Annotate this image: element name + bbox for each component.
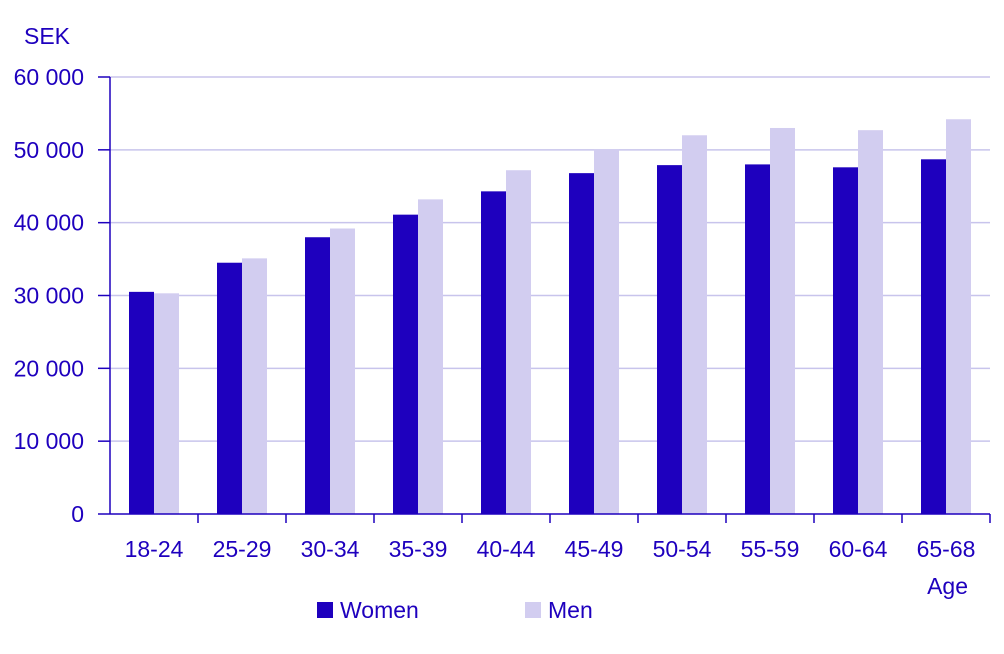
bar-men-55-59 <box>770 127 795 514</box>
legend: Women Men <box>317 597 593 623</box>
y-tick-label: 0 <box>71 501 84 527</box>
bar-women-65-68 <box>921 159 946 514</box>
legend-label-women: Women <box>340 597 419 623</box>
x-tick-label: 65-68 <box>917 536 976 562</box>
y-tick-labels: 0 10 000 20 000 30 000 40 000 50 000 60 000 <box>14 64 84 527</box>
y-tick-label: 40 000 <box>14 210 84 236</box>
y-tick-label: 20 000 <box>14 355 84 381</box>
x-tick-label: 18-24 <box>125 536 184 562</box>
bar-women-18-24 <box>129 291 154 514</box>
bar-women-50-54 <box>657 165 682 514</box>
y-tick-label: 60 000 <box>14 64 84 90</box>
bar-women-30-34 <box>305 237 330 514</box>
x-tick-label: 50-54 <box>653 536 712 562</box>
x-tick-label: 45-49 <box>565 536 624 562</box>
bar-men-35-39 <box>418 199 443 515</box>
bar-men-60-64 <box>858 130 883 514</box>
bar-men-45-49 <box>594 149 619 515</box>
x-tick-label: 55-59 <box>741 536 800 562</box>
bar-women-55-59 <box>745 164 770 514</box>
x-axis-label: Age <box>927 573 968 599</box>
legend-label-men: Men <box>548 597 593 623</box>
bar-women-25-29 <box>217 262 242 514</box>
legend-swatch-women <box>317 602 333 618</box>
bar-men-65-68 <box>946 119 971 514</box>
x-tick-label: 25-29 <box>213 536 272 562</box>
bar-men-40-44 <box>506 170 531 514</box>
x-tick-labels: 18-24 25-29 30-34 35-39 40-44 45-49 50-54 55-59… <box>125 536 976 562</box>
bar-men-18-24 <box>154 293 179 514</box>
x-tick-label: 40-44 <box>477 536 536 562</box>
bar-women-40-44 <box>481 191 506 514</box>
bars <box>129 119 971 515</box>
axes <box>98 76 991 523</box>
bar-women-45-49 <box>569 173 594 514</box>
bar-women-60-64 <box>833 167 858 514</box>
x-tick-label: 30-34 <box>301 536 360 562</box>
y-tick-label: 30 000 <box>14 283 84 309</box>
y-tick-label: 10 000 <box>14 428 84 454</box>
bar-men-30-34 <box>330 228 355 514</box>
bar-men-50-54 <box>682 135 707 514</box>
y-tick-label: 50 000 <box>14 137 84 163</box>
x-tick-label: 35-39 <box>389 536 448 562</box>
y-axis-label: SEK <box>24 23 71 49</box>
x-tick-label: 60-64 <box>829 536 888 562</box>
legend-swatch-men <box>525 602 541 618</box>
bar-men-25-29 <box>242 258 267 514</box>
bar-women-35-39 <box>393 214 418 514</box>
